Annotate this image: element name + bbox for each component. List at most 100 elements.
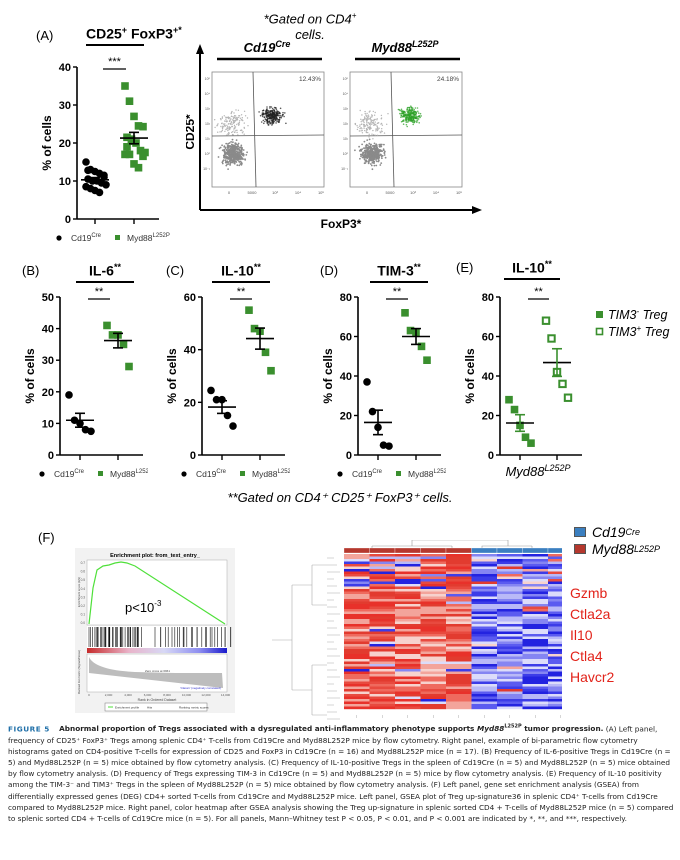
heatmap-cell (471, 649, 498, 652)
heatmap-cell (471, 619, 498, 622)
legend-label: Cd19Cre (352, 469, 383, 479)
event-dot (381, 128, 383, 130)
heatmap-cell (369, 681, 396, 685)
heatmap-cell (497, 669, 523, 672)
heatmap-cell (446, 699, 472, 702)
event-dot (366, 128, 368, 131)
event-dot (372, 110, 374, 113)
heatmap-cell (522, 556, 549, 560)
heatmap-cell (446, 604, 472, 607)
heatmap-cell (522, 594, 549, 597)
heatmap-cell (471, 556, 498, 560)
heatmap-cell (497, 626, 523, 630)
event-dot (370, 119, 372, 121)
event-dot (265, 110, 268, 113)
event-dot (266, 109, 268, 112)
heatmap-cell (497, 666, 523, 670)
event-dot (226, 163, 228, 166)
heatmap-cell (522, 591, 549, 595)
heatmap-cell (497, 556, 523, 560)
flow-y-tick: 10⁵ (343, 77, 349, 81)
event-dot (240, 144, 243, 147)
heatmap-cell (522, 589, 549, 592)
event-dot (232, 148, 235, 151)
event-dot (225, 155, 228, 158)
panel-a-scatter: 0 10 20 30 40 % of cells *** Cd19Cre Myd88L252P (40, 56, 170, 243)
heatmap-cell (344, 569, 370, 572)
heatmap-cell (497, 564, 523, 567)
heatmap-cell (395, 606, 421, 610)
event-dot (369, 148, 372, 150)
event-dot (381, 124, 384, 126)
heatmap-cell (344, 694, 370, 697)
heatmap-cell (497, 701, 523, 705)
heatmap-cell (369, 581, 396, 585)
heatmap-cell (369, 649, 396, 652)
event-dot (397, 108, 400, 111)
heatmap-cell (471, 589, 498, 592)
panel-c-title: IL-10** (212, 262, 270, 283)
heatmap-cell (471, 599, 498, 602)
event-dot (380, 122, 383, 125)
event-dot (244, 115, 247, 117)
heatmap-cell (522, 599, 549, 602)
heatmap-cell (420, 619, 447, 622)
heatmap-cell (420, 704, 447, 707)
event-dot (230, 158, 233, 161)
heatmap-cell (369, 701, 396, 705)
heatmap-cell (522, 606, 549, 610)
heatmap-cell (395, 674, 421, 677)
event-dot (268, 110, 270, 112)
heatmap-cell (497, 686, 523, 690)
heatmap-cell (548, 704, 562, 707)
heatmap-cell (497, 561, 523, 565)
gsea-x-tick: 4,000 (124, 693, 132, 697)
heatmap-cell (522, 681, 549, 685)
event-dot (241, 157, 243, 160)
heatmap-cell (344, 676, 370, 680)
heatmap-cell (497, 591, 523, 595)
y-tick-label: 50 (42, 292, 54, 304)
heatmap-cell (548, 669, 562, 672)
gating-note-cd4: *Gated on CD4+ cells. (240, 8, 380, 43)
event-dot (379, 131, 381, 133)
gsea-plot: Enrichment plot: from_text_entry_ 0.7 0.6 0… (75, 548, 235, 713)
event-dot (366, 118, 368, 120)
heatmap-cell (522, 626, 549, 630)
event-dot (367, 114, 370, 116)
heatmap-cell (471, 606, 498, 610)
event-dot (417, 118, 419, 120)
data-point (558, 379, 567, 389)
heatmap-cell (369, 564, 396, 567)
event-dot (228, 127, 231, 130)
event-dot (224, 130, 226, 133)
heatmap-cell (369, 606, 396, 610)
event-dot (221, 128, 224, 130)
event-dot (217, 131, 219, 133)
event-dot (270, 113, 272, 115)
heatmap-cell (522, 624, 549, 627)
event-dot (263, 122, 265, 125)
event-dot (373, 164, 376, 167)
data-point (229, 422, 237, 430)
heatmap-cell (471, 624, 498, 627)
event-dot (373, 160, 376, 163)
event-dot (237, 134, 239, 136)
event-dot (361, 129, 363, 132)
event-dot (228, 123, 230, 125)
gsea-legend-label: Enrichment profile (115, 706, 140, 710)
event-dot (238, 120, 241, 122)
event-dot (372, 129, 374, 132)
heatmap-cell (446, 586, 472, 590)
heatmap-cell (446, 619, 472, 622)
gate-vertical (252, 71, 257, 188)
event-dot (383, 143, 385, 146)
heatmap-cell (369, 626, 396, 630)
event-dot (269, 107, 271, 109)
heatmap-cell (497, 671, 523, 675)
heatmap-cell (369, 554, 396, 557)
event-dot (224, 159, 227, 162)
legend-marker-square (396, 471, 401, 476)
heatmap-cell (420, 666, 447, 670)
y-tick-label: 40 (59, 62, 71, 74)
